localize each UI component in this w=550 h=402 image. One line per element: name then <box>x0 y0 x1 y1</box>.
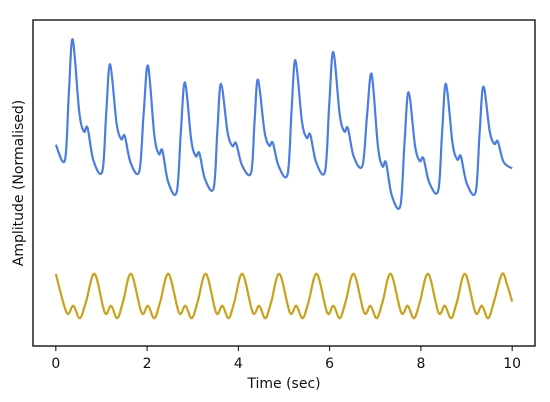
x-axis-label: Time (sec) <box>246 376 320 392</box>
x-tick-label: 6 <box>325 356 334 372</box>
x-tick-label: 8 <box>416 356 425 372</box>
series-layer <box>54 38 514 320</box>
y-axis-label: Amplitude (Normalised) <box>11 100 27 266</box>
x-axis-ticks: 0 2 4 6 8 10 <box>51 346 521 372</box>
x-tick-label: 0 <box>51 356 60 372</box>
series-line-lower <box>54 272 514 320</box>
x-tick-label: 2 <box>143 356 152 372</box>
series-line-upper <box>54 38 513 211</box>
x-tick-label: 10 <box>503 356 521 372</box>
x-tick-label: 4 <box>234 356 243 372</box>
plot-frame <box>32 19 536 347</box>
